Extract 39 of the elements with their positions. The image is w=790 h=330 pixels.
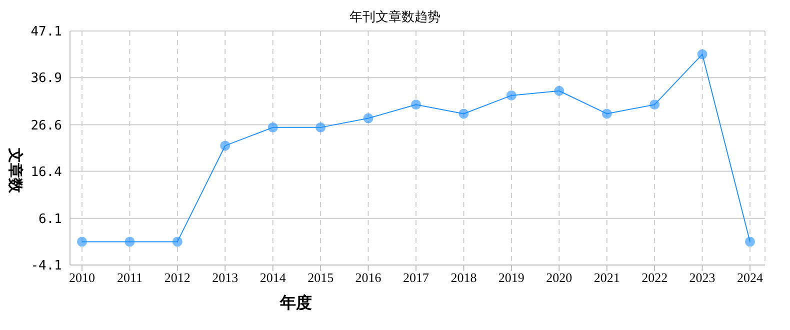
y-tick-label: 47.1 [30,24,62,40]
point [602,108,612,119]
point [220,140,230,151]
x-tick-label: 2012 [164,270,190,286]
x-tick-label: 2021 [594,270,620,286]
chart-title: 年刊文章数趋势 [348,8,442,26]
x-tick-label: 2010 [69,270,95,286]
x-tick-label: 2019 [498,270,524,286]
x-axis-title: 年度 [280,293,312,314]
point [363,113,374,124]
point [77,236,87,247]
point [506,90,516,100]
point [316,122,326,132]
x-tick-label: 2017 [403,270,430,286]
point [172,236,182,247]
point [697,49,708,60]
y-tick-label: -4.1 [30,258,62,274]
y-tick-label: 36.9 [30,71,62,86]
y-axis-title: 文章数 [6,147,25,194]
y-tick-label: 6.1 [38,212,62,227]
y-tick-label: 26.6 [30,118,62,134]
x-tick-label: 2013 [212,270,238,286]
x-tick-label: 2015 [308,270,334,286]
point [554,86,564,96]
point [411,100,421,110]
x-tick-label: 2014 [260,270,286,286]
x-tick-label: 2011 [116,270,142,286]
x-tick-label: 2016 [355,270,382,286]
x-tick-label: 2024 [737,270,764,286]
y-tick-label: 16.4 [30,164,62,180]
point [124,236,135,247]
x-tick-label: 2018 [450,270,477,286]
point [458,108,469,119]
x-tick-label: 2023 [689,270,716,286]
x-tick-label: 2020 [546,270,572,286]
point [268,122,278,132]
point [745,236,755,247]
x-tick-label: 2022 [642,270,668,286]
point [650,100,660,110]
